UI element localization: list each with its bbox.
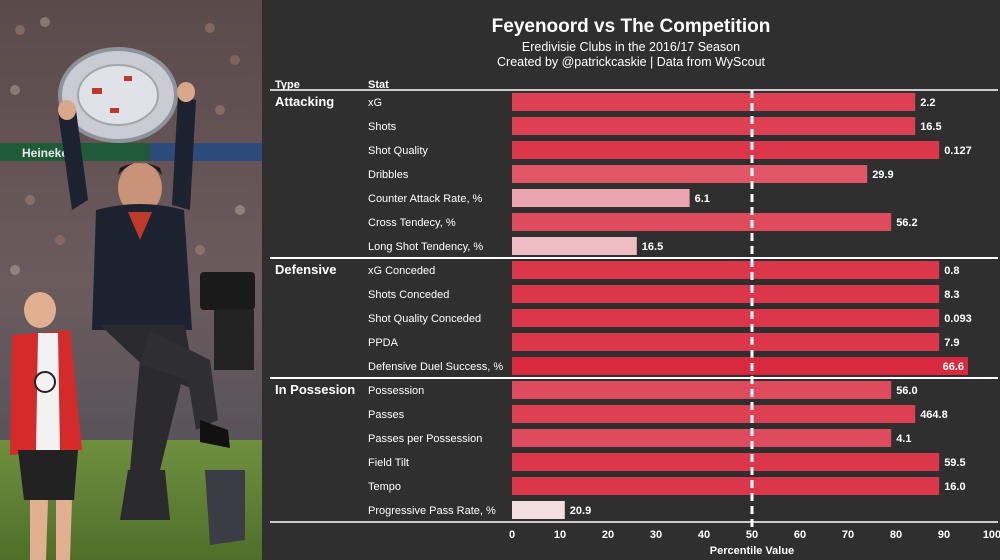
group-label-1: Defensive bbox=[275, 262, 336, 277]
stat-label: PPDA bbox=[368, 337, 399, 349]
value-label: 4.1 bbox=[896, 433, 911, 445]
bar bbox=[512, 381, 892, 399]
value-label: 16.0 bbox=[944, 481, 965, 493]
percentile-bar-chart: Type Stat Attacking xG 2.2 Shots 16.5 Shot Qual… bbox=[270, 79, 1000, 557]
stat-label: Dribbles bbox=[368, 169, 409, 181]
x-tick-label: 100 bbox=[983, 529, 1000, 541]
chart-subtitle: Eredivisie Clubs in the 2016/17 Season bbox=[521, 40, 741, 54]
column-header-stat: Stat bbox=[368, 79, 389, 91]
bar bbox=[512, 237, 637, 255]
value-label: 7.9 bbox=[944, 337, 959, 349]
bar bbox=[512, 333, 940, 351]
value-label: 0.8 bbox=[944, 265, 959, 277]
coach-celebration-photo: Heineken bbox=[0, 0, 262, 560]
value-label: 464.8 bbox=[920, 409, 948, 421]
stat-label: Field Tilt bbox=[368, 457, 409, 469]
value-label: 16.5 bbox=[920, 121, 941, 133]
camera-equipment bbox=[200, 272, 255, 370]
bar bbox=[512, 477, 940, 495]
bar bbox=[512, 165, 868, 183]
chart-title: Feyenoord vs The Competition bbox=[491, 16, 771, 37]
coach-figure bbox=[58, 82, 245, 545]
value-label: 56.0 bbox=[896, 385, 917, 397]
bar bbox=[512, 189, 690, 207]
bar bbox=[512, 93, 916, 111]
stat-label: Progressive Pass Rate, % bbox=[368, 505, 496, 517]
stat-label: Defensive Duel Success, % bbox=[368, 361, 503, 373]
value-label: 2.2 bbox=[920, 97, 935, 109]
value-label: 20.9 bbox=[570, 505, 591, 517]
value-label: 59.5 bbox=[944, 457, 965, 469]
bar bbox=[512, 501, 565, 519]
stat-label: Passes bbox=[368, 409, 405, 421]
x-tick-label: 40 bbox=[698, 529, 710, 541]
x-axis-label: Percentile Value bbox=[710, 545, 794, 557]
stat-label: Shots Conceded bbox=[368, 289, 449, 301]
x-tick-label: 30 bbox=[650, 529, 662, 541]
value-label: 8.3 bbox=[944, 289, 959, 301]
stat-label: Passes per Possession bbox=[368, 433, 482, 445]
value-label: 0.093 bbox=[944, 313, 972, 325]
bar bbox=[512, 117, 916, 135]
value-label: 0.127 bbox=[944, 145, 972, 157]
stat-label: xG bbox=[368, 97, 382, 109]
stat-label: xG Conceded bbox=[368, 265, 435, 277]
bar bbox=[512, 405, 916, 423]
stat-label: Shot Quality Conceded bbox=[368, 313, 481, 325]
x-tick-label: 20 bbox=[602, 529, 614, 541]
x-tick-label: 50 bbox=[746, 529, 758, 541]
bar bbox=[512, 141, 940, 159]
stat-label: Possession bbox=[368, 385, 424, 397]
stat-label: Tempo bbox=[368, 481, 401, 493]
value-label: 6.1 bbox=[695, 193, 710, 205]
x-tick-label: 80 bbox=[890, 529, 902, 541]
bar bbox=[512, 285, 940, 303]
stat-label: Long Shot Tendency, % bbox=[368, 241, 483, 253]
player-figure bbox=[10, 292, 82, 560]
x-tick-label: 90 bbox=[938, 529, 950, 541]
value-label: 16.5 bbox=[642, 241, 663, 253]
trophy bbox=[58, 47, 178, 143]
bar bbox=[512, 357, 968, 375]
bar bbox=[512, 309, 940, 327]
x-tick-label: 0 bbox=[509, 529, 515, 541]
stat-label: Counter Attack Rate, % bbox=[368, 193, 483, 205]
bar bbox=[512, 453, 940, 471]
x-tick-label: 10 bbox=[554, 529, 566, 541]
bar bbox=[512, 429, 892, 447]
stat-label: Shot Quality bbox=[368, 145, 428, 157]
bar bbox=[512, 213, 892, 231]
banner-text: Heineken bbox=[22, 146, 75, 160]
group-label-0: Attacking bbox=[275, 94, 334, 109]
value-label: 29.9 bbox=[872, 169, 893, 181]
x-tick-label: 60 bbox=[794, 529, 806, 541]
stat-label: Shots bbox=[368, 121, 397, 133]
stat-label: Cross Tendecy, % bbox=[368, 217, 456, 229]
bar bbox=[512, 261, 940, 279]
chart-credit: Created by @patrickcaskie | Data from Wy… bbox=[497, 55, 765, 69]
column-header-type: Type bbox=[275, 79, 300, 91]
x-tick-label: 70 bbox=[842, 529, 854, 541]
group-label-2: In Possesion bbox=[275, 382, 355, 397]
value-label: 56.2 bbox=[896, 217, 917, 229]
value-label: 66.6 bbox=[943, 361, 964, 373]
